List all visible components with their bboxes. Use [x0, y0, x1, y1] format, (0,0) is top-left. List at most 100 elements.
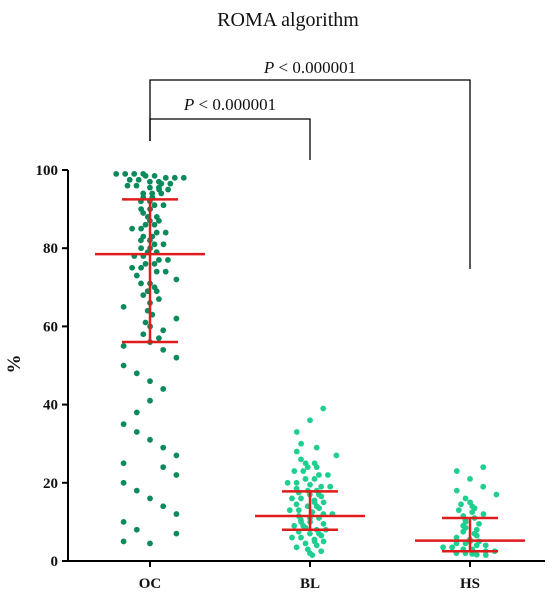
data-point — [140, 331, 147, 338]
data-point — [133, 272, 140, 279]
data-point — [133, 487, 140, 494]
data-point — [289, 495, 295, 502]
data-point — [304, 464, 311, 471]
data-point — [133, 526, 140, 533]
data-point — [333, 452, 340, 459]
data-point — [289, 534, 295, 541]
data-point — [480, 483, 487, 490]
data-point — [122, 171, 129, 177]
data-point — [120, 421, 127, 428]
data-point — [298, 534, 304, 541]
data-point — [162, 174, 169, 181]
data-points — [113, 171, 500, 559]
data-point — [440, 544, 446, 551]
data-point — [120, 479, 127, 486]
data-point — [295, 507, 302, 514]
data-point — [120, 362, 127, 369]
data-point — [462, 540, 469, 547]
data-point — [135, 176, 142, 183]
y-tick-label: 20 — [43, 476, 58, 492]
y-tick-label: 0 — [51, 554, 59, 570]
data-point — [147, 436, 153, 443]
data-point — [480, 464, 487, 471]
data-point — [140, 292, 147, 299]
data-point — [129, 225, 136, 232]
data-point — [151, 172, 158, 179]
data-point — [320, 405, 327, 412]
y-tick-label: 40 — [43, 398, 58, 414]
data-point — [325, 472, 331, 478]
data-point — [147, 397, 153, 404]
data-point — [449, 544, 455, 551]
data-point — [156, 217, 162, 224]
data-point — [151, 202, 158, 209]
data-point — [133, 429, 140, 435]
data-point — [153, 229, 160, 236]
data-point — [293, 429, 300, 435]
data-point — [286, 507, 293, 514]
data-point — [162, 229, 169, 236]
data-point — [300, 468, 307, 474]
data-point — [151, 260, 158, 267]
data-point — [173, 354, 180, 361]
data-point — [138, 264, 145, 271]
comparison-bracket — [149, 118, 311, 160]
data-point — [473, 551, 480, 558]
p-value-label: P < 0.000001 — [183, 95, 276, 114]
data-point — [173, 472, 180, 478]
x-tick-label: OC — [139, 576, 162, 592]
data-point — [160, 327, 167, 334]
data-point — [156, 335, 162, 342]
data-point — [160, 202, 167, 209]
data-point — [120, 460, 127, 467]
x-tick-label: BL — [300, 576, 320, 592]
comparison-bracket — [149, 79, 471, 269]
data-point — [156, 296, 162, 302]
data-point — [126, 176, 133, 183]
data-point — [307, 481, 313, 488]
data-point — [473, 542, 480, 549]
data-point — [162, 268, 169, 275]
data-point — [309, 552, 316, 559]
data-point — [142, 172, 149, 179]
data-point — [140, 210, 147, 216]
data-point — [311, 475, 318, 482]
data-point — [318, 483, 325, 490]
data-point — [473, 532, 480, 539]
data-point — [160, 503, 167, 510]
y-tick-label: 100 — [36, 163, 59, 179]
data-point — [293, 479, 300, 486]
x-tick-label: HS — [460, 576, 480, 592]
data-point — [318, 532, 325, 539]
data-point — [302, 540, 309, 547]
data-point — [120, 519, 127, 525]
data-point — [173, 315, 180, 322]
data-point — [284, 479, 291, 486]
data-point — [153, 268, 160, 275]
data-point — [120, 538, 127, 545]
data-point — [327, 483, 334, 490]
chart-title: ROMA algorithm — [217, 9, 359, 31]
data-point — [307, 530, 313, 537]
data-point — [131, 171, 138, 177]
data-point — [147, 178, 153, 185]
data-point — [113, 171, 120, 177]
data-point — [453, 534, 460, 541]
data-point — [453, 540, 460, 547]
data-point — [320, 520, 327, 527]
data-point — [138, 237, 144, 244]
data-point — [133, 182, 140, 189]
data-point — [153, 288, 160, 295]
y-axis: 0 20 40 60 80 100 — [36, 163, 69, 570]
data-point — [165, 257, 171, 263]
data-point — [316, 505, 322, 512]
y-tick-label: 80 — [43, 241, 58, 257]
y-axis-label: % — [4, 355, 25, 374]
summary-bars — [95, 198, 525, 553]
data-point — [469, 509, 476, 516]
data-point — [293, 544, 300, 551]
data-point — [458, 501, 464, 508]
data-point — [138, 225, 145, 232]
data-point — [147, 184, 153, 191]
data-point — [482, 552, 489, 559]
